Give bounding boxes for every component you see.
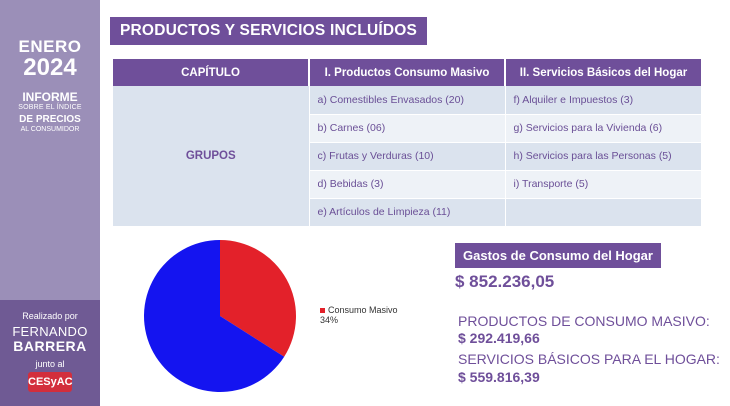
sidebar: ENERO 2024 INFORME SOBRE EL ÍNDICE DE PR… (0, 0, 100, 406)
partner-intro: junto al (35, 359, 65, 369)
column-header: I. Productos Consumo Masivo (309, 59, 506, 86)
table-header-row: CAPÍTULO I. Productos Consumo Masivo II.… (113, 59, 701, 86)
partner-logo: CESyAC (28, 372, 73, 392)
report-label: INFORME (22, 90, 78, 104)
table-cell: e) Artículos de Limpieza (11) (309, 198, 506, 227)
table-row: c) Frutas y Verduras (10) h) Servicios p… (113, 142, 702, 171)
column-header: CAPÍTULO (113, 59, 310, 86)
pie-slice-0 (220, 240, 296, 357)
pie-legend: Consumo Masivo 34% (320, 305, 398, 325)
household-spending-title: Gastos de Consumo del Hogar (455, 243, 661, 268)
report-year: 2024 (23, 54, 77, 81)
report-subtitle-line: SOBRE EL ÍNDICE (18, 104, 82, 111)
basic-services-value: $ 559.816,39 (458, 369, 540, 385)
column-header: II. Servicios Básicos del Hogar (505, 59, 701, 86)
table-cell: a) Comestibles Envasados (20) (309, 86, 506, 115)
table-cell: d) Bebidas (3) (309, 170, 506, 199)
table-cell (505, 198, 702, 227)
table-row: GRUPOS a) Comestibles Envasados (20) f) … (113, 86, 702, 227)
legend-label: Consumo Masivo (328, 305, 398, 315)
table-cell: b) Carnes (06) (309, 114, 506, 143)
report-subtitle-line: AL CONSUMIDOR (20, 126, 80, 133)
basic-services-label: SERVICIOS BÁSICOS PARA EL HOGAR: (458, 351, 720, 367)
household-spending-total: $ 852.236,05 (455, 272, 555, 291)
table-row: e) Artículos de Limpieza (11) (113, 198, 702, 227)
author-first-name: FERNANDO (12, 324, 88, 339)
table-row: b) Carnes (06) g) Servicios para la Vivi… (113, 114, 702, 143)
report-subtitle-line: DE PRECIOS (19, 114, 81, 125)
legend-swatch (320, 308, 325, 314)
mass-consumption-label: PRODUCTOS DE CONSUMO MASIVO: (458, 313, 710, 329)
table-cell: g) Servicios para la Vivienda (6) (505, 114, 702, 143)
groups-table: CAPÍTULO I. Productos Consumo Masivo II.… (113, 59, 702, 227)
table-cell: f) Alquiler e Impuestos (3) (505, 86, 702, 115)
table-cell: h) Servicios para las Personas (5) (505, 142, 702, 171)
consumption-pie-chart (144, 240, 296, 392)
table-row: d) Bebidas (3) i) Transporte (5) (113, 170, 702, 199)
report-month: ENERO (18, 37, 82, 56)
page-title: PRODUCTOS Y SERVICIOS INCLUÍDOS (110, 17, 428, 45)
legend-percent: 34% (320, 315, 339, 325)
author-last-name: BARRERA (13, 338, 87, 354)
author-intro: Realizado por (22, 311, 78, 321)
pie-slice-1 (144, 240, 285, 392)
mass-consumption-value: $ 292.419,66 (458, 330, 540, 346)
row-label: GRUPOS (113, 86, 310, 227)
table-cell: c) Frutas y Verduras (10) (309, 142, 506, 171)
table-cell: i) Transporte (5) (505, 170, 702, 199)
